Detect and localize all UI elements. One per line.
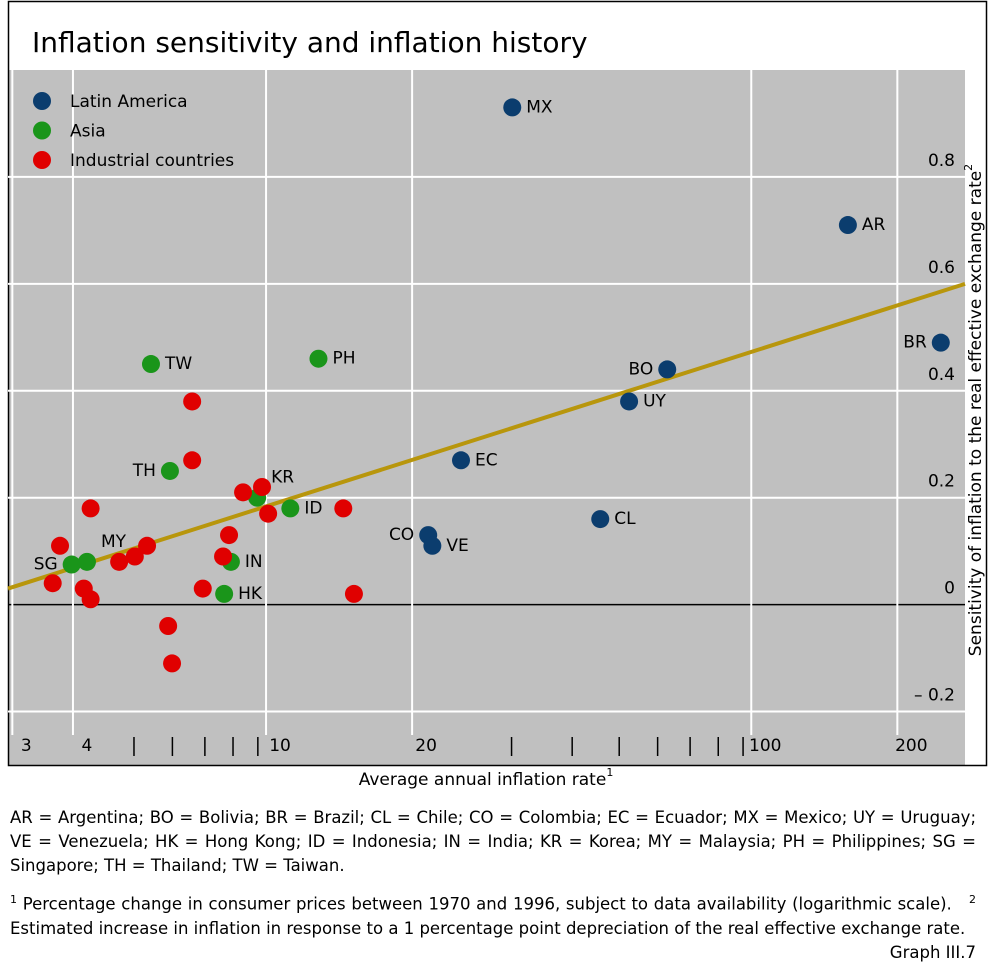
point-label: UY [643,391,666,411]
x-tick-label: 100 [749,736,781,756]
point-label: TH [132,461,156,481]
legend-label: Asia [70,122,106,142]
point-label: VE [446,536,468,556]
point [183,392,202,411]
point [451,451,470,470]
legend-label: Latin America [70,92,188,112]
x-axis-title: Average annual inflation rate1 [359,766,614,790]
point [193,579,212,598]
point-label: MY [101,532,127,552]
x-tick-label: 10 [269,736,291,756]
point [620,392,639,411]
chart: Inflation sensitivity and inflation hist… [7,0,988,790]
point-label: CL [614,509,636,529]
frame [7,0,988,767]
point [220,526,239,545]
note-text: Percentage change in consumer prices bet… [22,894,952,914]
y-tick-label: – 0.2 [914,686,955,706]
point [159,617,178,635]
x-axis-title-note: 1 [606,766,613,779]
point [215,584,234,603]
point [77,552,96,571]
chart-title: Inflation sensitivity and inflation hist… [32,26,588,59]
point [503,98,522,117]
point [125,547,144,566]
point [309,349,328,368]
point [423,536,442,555]
abbreviations: AR = Argentina; BO = Bolivia; BR = Brazi… [10,808,976,875]
y-tick-label: 0.2 [928,472,955,492]
note-text: Estimated increase in inflation in respo… [10,918,966,938]
point [214,547,233,566]
point [43,574,62,593]
notes: 1 Percentage change in consumer prices b… [10,888,976,962]
point-label: ID [304,498,322,518]
point [253,478,272,496]
point-label: PH [332,349,355,369]
point [838,216,857,235]
legend-marker [33,151,51,169]
y-axis-title: Sensitivity of inflation to the real eff… [962,164,986,656]
point-label: BR [903,333,927,353]
x-axis-title-text: Average annual inflation rate [359,770,607,790]
point [81,499,100,518]
legend-label: Industrial countries [70,151,234,171]
y-tick-label: 0 [944,579,955,599]
point [141,355,160,374]
point [658,360,677,379]
y-tick-label: 0.4 [928,365,955,385]
point [344,584,363,603]
point [81,590,100,609]
y-axis-title-text: Sensitivity of inflation to the real eff… [966,171,986,656]
legend-marker [33,121,51,140]
point-label: HK [238,584,263,604]
point [51,536,70,555]
trend-line [7,281,966,591]
point [259,504,278,523]
legend-marker [33,92,51,110]
y-tick-label: 0.6 [928,258,955,278]
point [160,461,179,480]
point-label: IN [245,552,263,572]
point [183,451,202,470]
point-label: AR [862,215,886,235]
point-label: KR [271,468,294,488]
point [334,499,353,518]
point [110,552,129,571]
note-marker: 2 [969,893,976,906]
point-label: MX [526,97,553,117]
point-label: EC [475,450,498,470]
point [281,499,300,518]
y-axis-title-note: 2 [962,164,975,171]
point [234,483,253,502]
point [931,333,950,352]
plot-area [8,70,965,765]
x-tick-label: 4 [82,736,93,756]
point [62,555,81,574]
point-label: BO [628,359,653,379]
x-tick-label: 20 [415,736,437,756]
note-marker: 1 [10,893,17,906]
point-label: TW [164,354,192,374]
y-tick-label: 0.8 [928,151,955,171]
point [591,510,610,529]
point [138,536,157,555]
x-tick-label: 200 [895,736,927,756]
point-label: CO [389,525,414,545]
x-tick-label: 3 [21,736,32,756]
source: Graph III.7 [889,942,976,962]
point [163,654,182,673]
point-label: SG [34,555,58,575]
footer: AR = Argentina; BO = Bolivia; BR = Brazi… [10,806,976,965]
